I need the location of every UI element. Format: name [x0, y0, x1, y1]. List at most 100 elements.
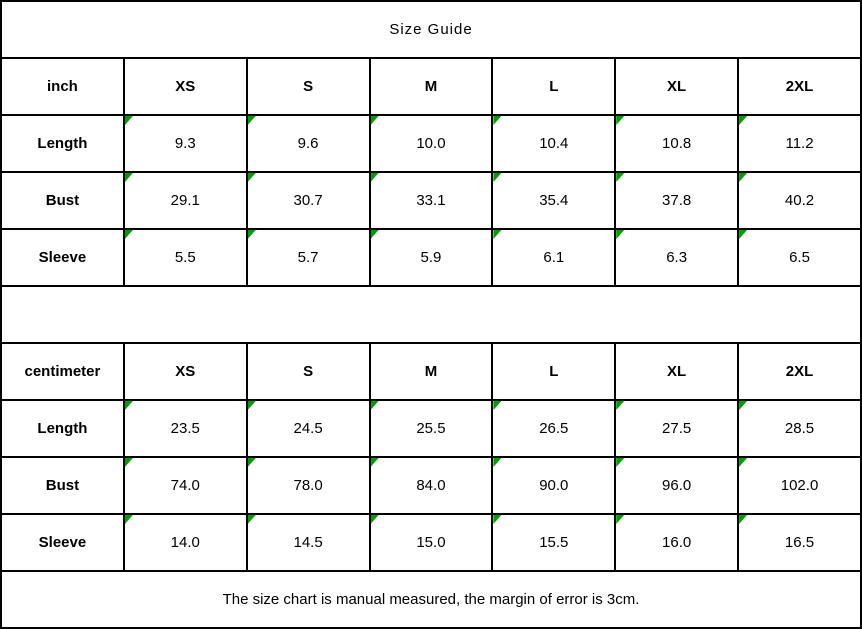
size-value-cell: 30.7: [245, 171, 371, 230]
size-value-cell: 78.0: [245, 456, 371, 515]
comment-marker-icon: [617, 117, 625, 125]
cell-value: 16.0: [662, 534, 692, 551]
size-header-xs: XS: [122, 57, 248, 116]
size-value-cell: 27.5: [614, 399, 740, 458]
cell-value: 24.5: [293, 420, 323, 437]
comment-marker-icon: [371, 231, 379, 239]
row-label-bust: Bust: [0, 456, 125, 515]
centimeter-length-row: Length 23.5 24.5 25.5 26.5 27.5 28.5: [0, 399, 862, 458]
cell-value: 10.8: [662, 135, 692, 152]
size-value-cell: 9.6: [245, 114, 371, 173]
comment-marker-icon: [740, 459, 748, 467]
cell-value: 5.5: [174, 249, 196, 266]
cell-value: 33.1: [416, 192, 446, 209]
size-value-cell: 16.0: [614, 513, 740, 572]
cell-value: 10.0: [416, 135, 446, 152]
inch-sleeve-row: Sleeve 5.5 5.7 5.9 6.1 6.3 6.5: [0, 228, 862, 287]
cell-value: 25.5: [416, 420, 446, 437]
size-value-cell: 15.5: [491, 513, 617, 572]
size-header-s: S: [245, 342, 371, 401]
size-header-xl: XL: [614, 342, 740, 401]
comment-marker-icon: [125, 174, 133, 182]
size-value-cell: 25.5: [368, 399, 494, 458]
row-label-bust: Bust: [0, 171, 125, 230]
cell-value: 28.5: [784, 420, 815, 437]
size-value-cell: 16.5: [737, 513, 862, 572]
footer-note: The size chart is manual measured, the m…: [0, 570, 862, 629]
cell-value: 9.3: [174, 135, 196, 152]
comment-marker-icon: [740, 174, 748, 182]
comment-marker-icon: [617, 174, 625, 182]
cell-value: 40.2: [784, 192, 815, 209]
size-value-cell: 90.0: [491, 456, 617, 515]
comment-marker-icon: [617, 231, 625, 239]
size-value-cell: 5.9: [368, 228, 494, 287]
comment-marker-icon: [371, 174, 379, 182]
inch-bust-row: Bust 29.1 30.7 33.1 35.4 37.8 40.2: [0, 171, 862, 230]
comment-marker-icon: [740, 402, 748, 410]
comment-marker-icon: [125, 402, 133, 410]
comment-marker-icon: [371, 402, 379, 410]
title-row: Size Guide: [0, 0, 862, 59]
footer-row: The size chart is manual measured, the m…: [0, 570, 862, 629]
size-header-2xl: 2XL: [737, 57, 862, 116]
size-value-cell: 6.3: [614, 228, 740, 287]
size-value-cell: 5.7: [245, 228, 371, 287]
comment-marker-icon: [740, 117, 748, 125]
spacer-cell: [0, 285, 862, 344]
cell-value: 6.1: [543, 249, 565, 266]
cell-value: 6.3: [666, 249, 688, 266]
unit-header-centimeter: centimeter: [0, 342, 125, 401]
comment-marker-icon: [125, 117, 133, 125]
inch-length-row: Length 9.3 9.6 10.0 10.4 10.8 11.2: [0, 114, 862, 173]
cell-value: 102.0: [780, 477, 819, 494]
comment-marker-icon: [617, 402, 625, 410]
size-value-cell: 6.1: [491, 228, 617, 287]
size-value-cell: 14.0: [122, 513, 248, 572]
centimeter-bust-row: Bust 74.0 78.0 84.0 90.0 96.0 102.0: [0, 456, 862, 515]
cell-value: 26.5: [539, 420, 569, 437]
row-label-length: Length: [0, 114, 125, 173]
size-value-cell: 33.1: [368, 171, 494, 230]
comment-marker-icon: [125, 516, 133, 524]
size-value-cell: 11.2: [737, 114, 862, 173]
size-value-cell: 10.0: [368, 114, 494, 173]
row-label-length: Length: [0, 399, 125, 458]
size-value-cell: 35.4: [491, 171, 617, 230]
cell-value: 14.5: [293, 534, 323, 551]
size-value-cell: 26.5: [491, 399, 617, 458]
cell-value: 78.0: [293, 477, 323, 494]
cell-value: 96.0: [662, 477, 692, 494]
comment-marker-icon: [248, 459, 256, 467]
size-value-cell: 5.5: [122, 228, 248, 287]
centimeter-sleeve-row: Sleeve 14.0 14.5 15.0 15.5 16.0 16.5: [0, 513, 862, 572]
size-value-cell: 14.5: [245, 513, 371, 572]
row-label-sleeve: Sleeve: [0, 228, 125, 287]
comment-marker-icon: [494, 402, 502, 410]
cell-value: 6.5: [789, 249, 810, 266]
cell-value: 5.9: [420, 249, 442, 266]
cell-value: 84.0: [416, 477, 446, 494]
size-value-cell: 96.0: [614, 456, 740, 515]
comment-marker-icon: [248, 174, 256, 182]
comment-marker-icon: [371, 459, 379, 467]
size-value-cell: 102.0: [737, 456, 862, 515]
cell-value: 5.7: [297, 249, 319, 266]
size-header-m: M: [368, 342, 494, 401]
comment-marker-icon: [740, 516, 748, 524]
size-header-xl: XL: [614, 57, 740, 116]
size-value-cell: 29.1: [122, 171, 248, 230]
comment-marker-icon: [248, 231, 256, 239]
cell-value: 15.5: [539, 534, 569, 551]
size-value-cell: 6.5: [737, 228, 862, 287]
size-value-cell: 28.5: [737, 399, 862, 458]
comment-marker-icon: [494, 117, 502, 125]
cell-value: 37.8: [662, 192, 692, 209]
size-header-l: L: [491, 57, 617, 116]
row-label-sleeve: Sleeve: [0, 513, 125, 572]
centimeter-header-row: centimeter XS S M L XL 2XL: [0, 342, 862, 401]
size-header-l: L: [491, 342, 617, 401]
size-value-cell: 40.2: [737, 171, 862, 230]
